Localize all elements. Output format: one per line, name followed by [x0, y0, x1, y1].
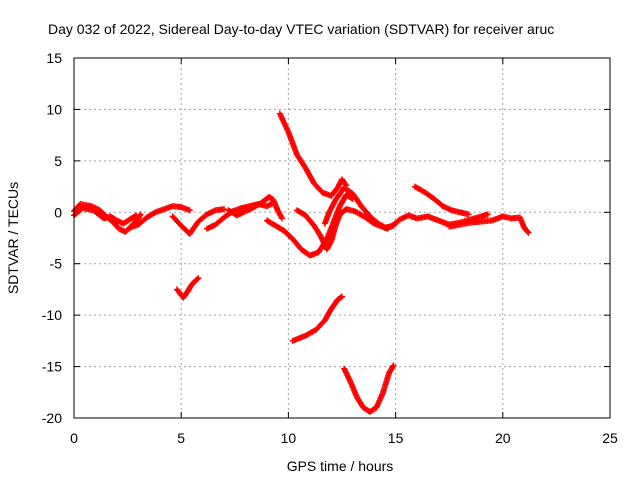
- y-tick-label: 15: [46, 50, 62, 66]
- series-arc-9: [276, 110, 350, 199]
- y-tick-label: 10: [46, 101, 62, 117]
- data-point: [390, 362, 397, 369]
- y-tick-label: 0: [54, 204, 62, 220]
- series-arc-4: [169, 206, 228, 237]
- series-arc-16: [341, 362, 397, 415]
- series-arc-8: [293, 206, 397, 253]
- data-point: [524, 228, 531, 235]
- y-tick-label: -20: [42, 410, 62, 426]
- chart-title: Day 032 of 2022, Sidereal Day-to-day VTE…: [48, 21, 554, 37]
- data-point: [186, 207, 193, 214]
- data-point: [465, 211, 472, 218]
- data-point: [194, 276, 201, 283]
- data-point: [221, 206, 228, 213]
- x-axis-label: GPS time / hours: [287, 458, 394, 474]
- x-tick-label: 10: [281, 430, 297, 446]
- series-arc-14: [173, 275, 202, 301]
- y-tick-label: -10: [42, 307, 62, 323]
- plot-frame: [73, 57, 611, 419]
- data-point: [389, 363, 396, 370]
- data-point: [131, 213, 138, 220]
- x-tick-label: 20: [495, 430, 511, 446]
- x-tick-labels: 0 5 10 15 20 25: [70, 430, 618, 446]
- data-point: [195, 275, 202, 282]
- series-arc-12: [411, 183, 472, 218]
- series-arc-15: [289, 293, 345, 344]
- series-arc-6: [225, 193, 285, 222]
- y-tick-label: -5: [50, 256, 63, 272]
- grid-layer: [74, 58, 610, 418]
- x-tick-label: 0: [70, 430, 78, 446]
- data-point: [484, 211, 491, 218]
- data-point: [133, 212, 140, 219]
- data-point: [339, 293, 345, 300]
- y-tick-label: -15: [42, 359, 62, 375]
- series-arc-13: [446, 213, 532, 236]
- y-tick-labels: 15 10 5 0 -5 -10 -15 -20: [42, 50, 62, 426]
- data-point: [137, 211, 144, 218]
- x-tick-label: 15: [388, 430, 404, 446]
- data-point: [337, 294, 344, 301]
- y-tick-label: 5: [54, 153, 62, 169]
- data-point: [278, 215, 285, 222]
- data-point: [525, 229, 532, 236]
- y-axis-label: SDTVAR / TECUs: [5, 182, 21, 294]
- data-layer: [71, 110, 532, 415]
- x-tick-label: 25: [602, 430, 618, 446]
- series-arc-3: [126, 203, 193, 231]
- x-tick-label: 5: [177, 430, 185, 446]
